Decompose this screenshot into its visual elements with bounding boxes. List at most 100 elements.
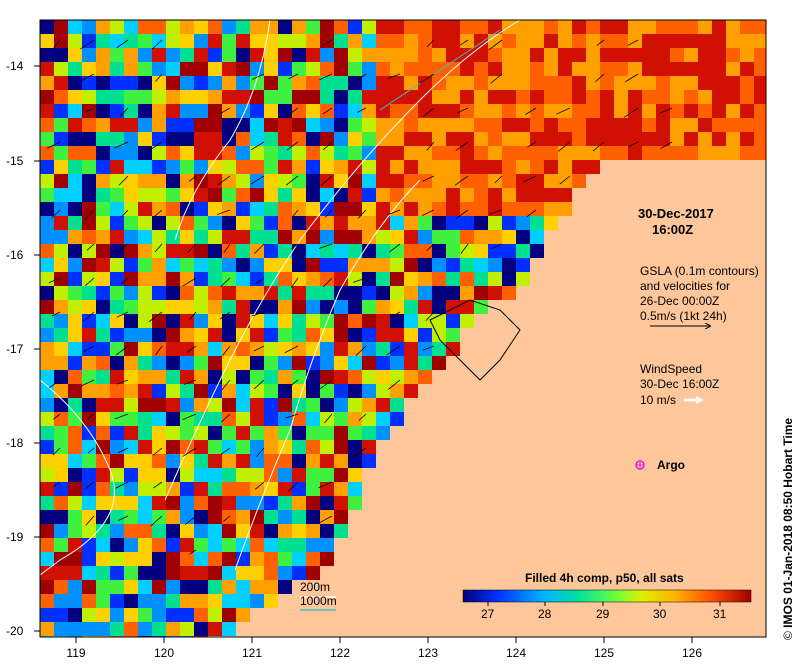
sst-cell: [54, 482, 68, 496]
sst-cell: [40, 608, 54, 622]
sst-cell: [96, 48, 110, 62]
sst-cell: [54, 20, 68, 34]
sst-cell: [348, 132, 362, 146]
sst-cell: [292, 468, 306, 482]
sst-cell: [418, 118, 432, 132]
sst-cell: [572, 76, 586, 90]
sst-cell: [68, 552, 82, 566]
sst-cell: [502, 272, 516, 286]
sst-cell: [68, 356, 82, 370]
sst-cell: [180, 398, 194, 412]
sst-cell: [754, 76, 766, 90]
sst-cell: [222, 104, 236, 118]
sst-cell: [600, 62, 614, 76]
sst-cell: [432, 20, 446, 34]
sst-cell: [166, 566, 180, 580]
sst-cell: [194, 468, 208, 482]
sst-cell: [152, 342, 166, 356]
sst-cell: [110, 622, 124, 636]
sst-cell: [110, 412, 124, 426]
sst-cell: [474, 90, 488, 104]
sst-cell: [320, 62, 334, 76]
sst-cell: [54, 258, 68, 272]
gsla-line-2: and velocities for: [640, 279, 731, 293]
velocity-arrow: [319, 515, 333, 524]
sst-cell: [726, 76, 740, 90]
sst-cell: [516, 118, 530, 132]
sst-cell: [446, 286, 460, 300]
sst-cell: [96, 132, 110, 146]
sst-cell: [124, 34, 138, 48]
sst-cell: [306, 272, 320, 286]
sst-cell: [208, 258, 222, 272]
sst-cell: [194, 244, 208, 258]
sst-cell: [40, 580, 54, 594]
sst-cell: [110, 314, 124, 328]
sst-cell: [124, 132, 138, 146]
sst-cell: [460, 90, 474, 104]
sst-cell: [292, 398, 306, 412]
x-tick-122: 122: [329, 646, 351, 660]
sst-cell: [124, 594, 138, 608]
sst-cell: [82, 524, 96, 538]
sst-cell: [726, 20, 740, 34]
gsla-line-3: 26-Dec 00:00Z: [640, 294, 720, 308]
velocity-arrow: [353, 277, 367, 283]
sst-cell: [138, 202, 152, 216]
sst-cell: [306, 90, 320, 104]
sst-cell: [166, 216, 180, 230]
sst-cell: [250, 230, 264, 244]
sst-cell: [82, 230, 96, 244]
y-tick-16: -16: [6, 248, 24, 262]
sst-cell: [180, 76, 194, 90]
sst-cell: [558, 62, 572, 76]
sst-cell: [68, 48, 82, 62]
velocity-arrow: [494, 175, 503, 184]
sst-cell: [474, 174, 488, 188]
wind-line-2: 30-Dec 16:00Z: [640, 377, 720, 391]
velocity-arrow: [119, 107, 129, 117]
sst-cell: [124, 538, 138, 552]
sst-cell: [96, 160, 110, 174]
depth-1000-label: 1000m: [300, 594, 337, 608]
sst-cell: [516, 230, 530, 244]
sst-cell: [124, 104, 138, 118]
sst-cell: [68, 328, 82, 342]
sst-cell: [334, 160, 348, 174]
sst-cell: [166, 244, 180, 258]
sst-cell: [684, 118, 698, 132]
velocity-arrow: [251, 311, 265, 317]
sst-cell: [82, 482, 96, 496]
sst-cell: [152, 230, 166, 244]
sst-cell: [306, 552, 320, 566]
sst-cell: [166, 482, 180, 496]
sst-cell: [152, 608, 166, 622]
sst-cell: [558, 132, 572, 146]
sst-cell: [194, 62, 208, 76]
sst-cell: [446, 314, 460, 328]
sst-cell: [614, 48, 628, 62]
sst-cell: [264, 552, 278, 566]
sst-cell: [152, 258, 166, 272]
velocity-arrow: [113, 141, 129, 149]
sst-cell: [250, 426, 264, 440]
sst-cell: [292, 216, 306, 230]
sst-cell: [194, 426, 208, 440]
sst-cell: [362, 76, 376, 90]
sst-cell: [82, 286, 96, 300]
sst-cell: [348, 342, 362, 356]
sst-cell: [110, 580, 124, 594]
sst-cell: [166, 230, 180, 244]
sst-cell: [54, 468, 68, 482]
sst-cell: [124, 230, 138, 244]
sst-cell: [152, 538, 166, 552]
sst-cell: [404, 48, 418, 62]
sst-cell: [446, 188, 460, 202]
y-axis-ticks: [34, 65, 40, 632]
sst-cell: [54, 76, 68, 90]
sst-cell: [264, 538, 278, 552]
sst-cell: [418, 188, 432, 202]
sst-cell: [222, 328, 236, 342]
sst-cell: [166, 258, 180, 272]
sst-cell: [698, 62, 712, 76]
